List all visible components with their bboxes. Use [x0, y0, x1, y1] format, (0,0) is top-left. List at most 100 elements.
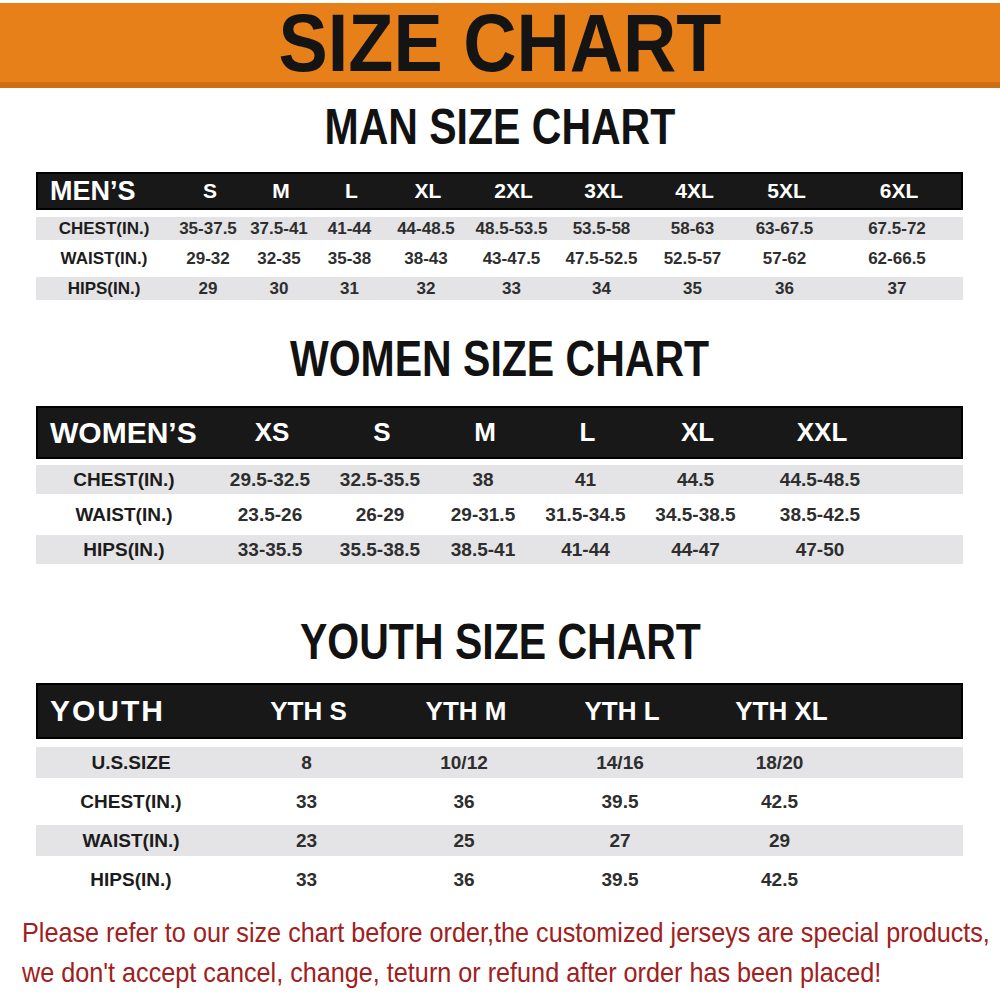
row-label: WAIST(IN.) — [36, 249, 172, 269]
table-header-row: WOMEN’SXSSMLXLXXL — [36, 406, 963, 459]
size-value: 33 — [226, 869, 387, 891]
table-header-row: MEN’SSMLXL2XL3XL4XL5XL6XL — [36, 172, 963, 210]
size-value: 29-32 — [172, 249, 244, 269]
size-value: 48.5-53.5 — [467, 219, 556, 239]
size-column-header: YTH L — [543, 696, 701, 727]
size-value: 26-29 — [328, 504, 432, 526]
size-value: 31.5-34.5 — [534, 504, 637, 526]
table-header-row: YOUTHYTH SYTH MYTH LYTH XL — [36, 683, 963, 739]
size-chart-banner: SIZE CHART — [0, 3, 1000, 88]
row-label: HIPS(IN.) — [36, 869, 226, 891]
size-value: 39.5 — [541, 869, 699, 891]
size-value: 23 — [226, 830, 387, 852]
size-value: 31 — [314, 279, 385, 299]
size-value: 38.5-41 — [432, 539, 534, 561]
size-column-header: 4XL — [649, 179, 740, 203]
disclaimer-line-2: we don't accept cancel, change, teturn o… — [22, 953, 902, 993]
table-row: HIPS(IN.)33-35.535.5-38.538.5-4141-4444-… — [36, 535, 963, 564]
size-value: 25 — [387, 830, 541, 852]
size-value: 33 — [467, 279, 556, 299]
row-label: HIPS(IN.) — [36, 539, 212, 561]
size-value: 10/12 — [387, 752, 541, 774]
men-section-heading: MAN SIZE CHART — [0, 105, 1000, 149]
size-column-header: S — [174, 179, 246, 203]
size-value: 33-35.5 — [212, 539, 328, 561]
size-column-header: YTH M — [389, 696, 543, 727]
size-value: 39.5 — [541, 791, 699, 813]
size-value: 37.5-41 — [244, 219, 314, 239]
size-column-header: S — [330, 417, 434, 448]
size-value: 8 — [226, 752, 387, 774]
size-value: 62-66.5 — [831, 249, 963, 269]
table-row: WAIST(IN.)23.5-2626-2929-31.531.5-34.534… — [36, 500, 963, 529]
size-column-header: M — [434, 417, 536, 448]
table-row: CHEST(IN.)333639.542.5 — [36, 786, 963, 817]
size-value: 43-47.5 — [467, 249, 556, 269]
size-value: 41-44 — [314, 219, 385, 239]
disclaimer-line-1: Please refer to our size chart before or… — [22, 913, 902, 953]
row-label: U.S.SIZE — [36, 752, 226, 774]
size-value: 36 — [387, 869, 541, 891]
size-value: 29-31.5 — [432, 504, 534, 526]
row-label: WAIST(IN.) — [36, 504, 212, 526]
table-row: CHEST(IN.)35-37.537.5-4141-4444-48.548.5… — [36, 217, 963, 240]
order-disclaimer: Please refer to our size chart before or… — [22, 913, 1000, 993]
size-value: 41-44 — [534, 539, 637, 561]
size-value: 44.5 — [637, 469, 754, 491]
table-header-label: YOUTH — [38, 694, 228, 728]
size-value: 32.5-35.5 — [328, 469, 432, 491]
size-value: 36 — [738, 279, 831, 299]
size-column-header: L — [316, 179, 387, 203]
table-row: U.S.SIZE810/1214/1618/20 — [36, 747, 963, 778]
men-section-heading-text: MAN SIZE CHART — [325, 105, 676, 149]
size-value: 41 — [534, 469, 637, 491]
size-value: 44.5-48.5 — [754, 469, 886, 491]
size-value: 47-50 — [754, 539, 886, 561]
size-value: 27 — [541, 830, 699, 852]
size-value: 67.5-72 — [831, 219, 963, 239]
table-row: HIPS(IN.)293031323334353637 — [36, 277, 963, 300]
size-column-header: 2XL — [469, 179, 558, 203]
size-value: 63-67.5 — [738, 219, 831, 239]
size-value: 35.5-38.5 — [328, 539, 432, 561]
youth-section-heading: YOUTH SIZE CHART — [0, 621, 1000, 665]
size-value: 38 — [432, 469, 534, 491]
youth-section-heading-text: YOUTH SIZE CHART — [300, 621, 701, 663]
size-column-header: YTH XL — [701, 696, 862, 727]
size-value: 29 — [172, 279, 244, 299]
table-header-label: WOMEN’S — [38, 416, 214, 450]
men-size-table: MEN’SSMLXL2XL3XL4XL5XL6XLCHEST(IN.)35-37… — [36, 172, 963, 300]
size-value: 14/16 — [541, 752, 699, 774]
table-row: CHEST(IN.)29.5-32.532.5-35.5384144.544.5… — [36, 465, 963, 494]
banner-title: SIZE CHART — [279, 2, 722, 84]
women-section-heading-text: WOMEN SIZE CHART — [290, 338, 709, 380]
size-column-header: L — [536, 417, 639, 448]
size-value: 29.5-32.5 — [212, 469, 328, 491]
row-label: CHEST(IN.) — [36, 219, 172, 239]
youth-size-table: YOUTHYTH SYTH MYTH LYTH XL U.S.SIZE810/12… — [36, 683, 963, 895]
size-column-header: 5XL — [740, 179, 833, 203]
size-value: 37 — [831, 279, 963, 299]
size-value: 58-63 — [647, 219, 738, 239]
table-header-label: MEN’S — [38, 176, 174, 207]
table-row: WAIST(IN.)23252729 — [36, 825, 963, 856]
row-label: CHEST(IN.) — [36, 469, 212, 491]
size-column-header: YTH S — [228, 696, 389, 727]
row-label: CHEST(IN.) — [36, 791, 226, 813]
size-value: 23.5-26 — [212, 504, 328, 526]
size-value: 35-37.5 — [172, 219, 244, 239]
size-column-header: XS — [214, 417, 330, 448]
size-value: 32 — [385, 279, 467, 299]
size-value: 52.5-57 — [647, 249, 738, 269]
size-column-header: M — [246, 179, 316, 203]
size-value: 30 — [244, 279, 314, 299]
women-size-table: WOMEN’SXSSMLXLXXLCHEST(IN.)29.5-32.532.5… — [36, 406, 963, 564]
women-section-heading: WOMEN SIZE CHART — [0, 338, 1000, 382]
size-column-header: XXL — [756, 417, 888, 448]
size-column-header: XL — [387, 179, 469, 203]
size-value: 38.5-42.5 — [754, 504, 886, 526]
table-row: WAIST(IN.)29-3232-3535-3838-4343-47.547.… — [36, 247, 963, 270]
size-value: 29 — [699, 830, 860, 852]
size-value: 36 — [387, 791, 541, 813]
size-value: 57-62 — [738, 249, 831, 269]
